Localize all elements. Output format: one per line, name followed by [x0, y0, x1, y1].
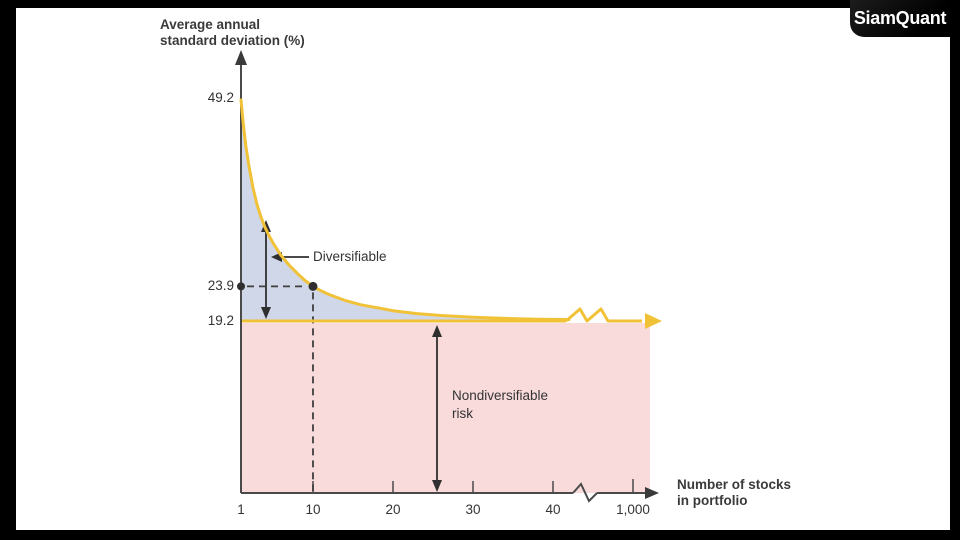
y-axis-title-line2: standard deviation (%) — [160, 33, 305, 48]
chart-canvas — [16, 8, 950, 530]
x-tick-label-20: 20 — [385, 502, 401, 517]
siamquant-logo: SiamQuant — [850, 0, 960, 37]
nondiversifiable-annotation-line1: Nondiversifiable — [452, 388, 549, 403]
x-axis-title-line2: in portfolio — [677, 493, 748, 508]
siamquant-logo-text: SiamQuant — [853, 8, 947, 28]
x-axis-title-line1: Number of stocks — [677, 477, 792, 492]
y-tick-label-23-9: 23.9 — [207, 278, 234, 293]
y-tick-label-49-2: 49.2 — [207, 90, 234, 105]
nondiversifiable-annotation-line2: risk — [452, 406, 473, 421]
y-tick-label-19-2: 19.2 — [207, 313, 234, 328]
y-axis-title-line1: Average annual — [160, 17, 261, 32]
x-tick-label-1: 1 — [237, 502, 245, 517]
diversifiable-annotation: Diversifiable — [313, 249, 387, 264]
x-tick-label-40: 40 — [545, 502, 561, 517]
x-tick-label-30: 30 — [465, 502, 481, 517]
x-tick-label-1000: 1,000 — [616, 502, 650, 517]
x-tick-label-10: 10 — [305, 502, 321, 517]
